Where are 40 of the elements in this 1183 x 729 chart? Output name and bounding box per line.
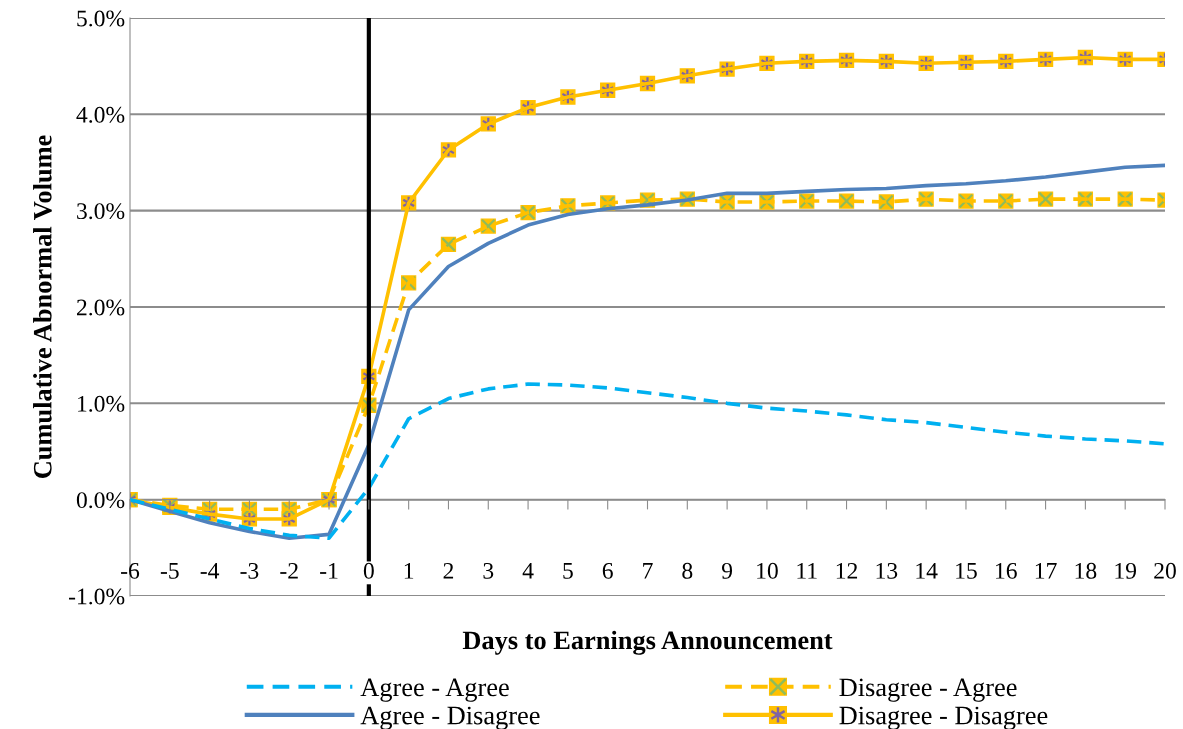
x-tick-label: -2 [280, 562, 298, 579]
x-tick-label: 15 [956, 562, 977, 579]
y-tick-label: 4.0% [76, 106, 125, 123]
x-tick-label: 3 [483, 562, 494, 579]
x-axis-title: Days to Earnings Announcement [462, 630, 833, 655]
x-tick-label: 4 [522, 563, 534, 579]
y-tick-label: 2.0% [76, 299, 125, 316]
x-tick-label: -4 [200, 563, 220, 579]
x-tick-label: 2 [443, 562, 454, 579]
x-tick-label: -6 [121, 562, 140, 579]
x-tick-label: -3 [240, 562, 259, 579]
x-tick-label: 19 [1115, 562, 1137, 579]
y-axis-title: Cumulative Abnormal Volume [33, 135, 52, 478]
x-tick-label: 16 [996, 562, 1017, 579]
y-tick-label: 1.0% [78, 395, 125, 412]
x-tick-label: 11 [797, 562, 817, 579]
x-tick-label: 14 [916, 562, 938, 579]
legend-label: Disagree - Disagree [839, 706, 1048, 729]
x-tick-label: 17 [1035, 562, 1057, 579]
x-tick-label: 13 [876, 562, 898, 579]
x-tick-label: 6 [602, 562, 613, 579]
y-tick-label: 5.0% [77, 10, 125, 27]
x-tick-label: 1 [404, 562, 414, 579]
x-tick-label: 7 [643, 563, 653, 579]
x-tick-label: 0 [363, 562, 374, 579]
y-tick-label: 3.0% [77, 203, 125, 220]
y-tick-label: -1.0% [68, 588, 125, 605]
x-tick-label: 20 [1154, 562, 1176, 579]
x-tick-label: 12 [836, 562, 858, 579]
legend-label: Agree - Disagree [360, 706, 540, 729]
x-tick-label: -5 [160, 563, 179, 579]
legend-label: Disagree - Agree [839, 678, 1017, 702]
legend-label: Agree - Agree [360, 678, 509, 702]
x-tick-label: 5 [563, 563, 573, 579]
x-tick-label: 8 [682, 562, 693, 579]
x-tick-label: 9 [721, 562, 733, 579]
x-tick-label: 18 [1075, 562, 1097, 579]
y-tick-label: 0.0% [76, 492, 125, 509]
x-tick-label: -1 [320, 562, 338, 579]
x-tick-label: 10 [757, 562, 778, 579]
